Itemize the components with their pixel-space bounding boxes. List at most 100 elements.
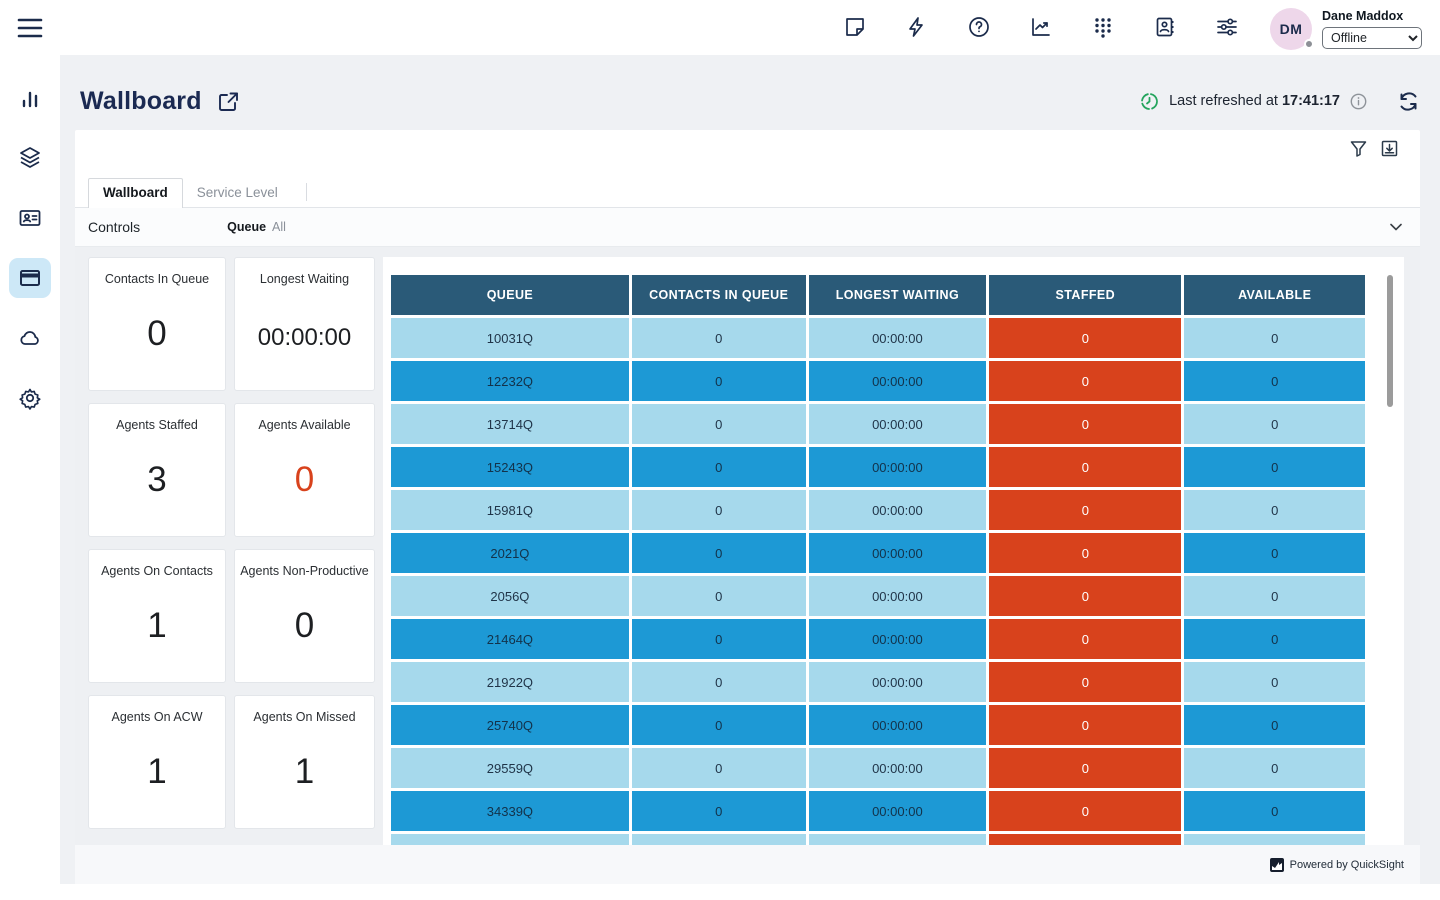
wallboard-widget: Wallboard Service Level Controls QueueAl… [75,130,1420,884]
table-body: 10031Q000:00:000012232Q000:00:000013714Q… [391,318,1365,845]
avatar[interactable]: DM [1270,8,1312,50]
cell-available: 0 [1184,619,1365,659]
metric-card: Contacts In Queue 0 [88,257,226,391]
table-row: 15243Q000:00:0000 [391,447,1365,487]
table-row: 15981Q000:00:0000 [391,490,1365,530]
user-name: Dane Maddox [1322,9,1422,23]
quicksight-credit: Powered by QuickSight [1290,859,1404,871]
cell-longest-waiting: 00:00:00 [809,576,987,616]
export-icon[interactable] [1381,140,1398,157]
cell-longest-waiting: 00:00:00 [809,318,987,358]
cell-available: 0 [1184,361,1365,401]
refresh-button[interactable] [1397,90,1420,113]
lightning-icon[interactable] [906,16,930,40]
queue-filter-value: All [272,220,286,234]
cell-staffed: 0 [989,318,1181,358]
metric-card: Agents On Missed 1 [234,695,375,829]
layers-icon [18,145,42,169]
cloud-icon [18,326,42,350]
metric-card-value: 3 [147,460,166,500]
metric-card-label: Agents Staffed [116,418,198,432]
metric-card-label: Contacts In Queue [105,272,209,286]
cell-longest-waiting: 00:00:00 [809,361,987,401]
sidebar-item-layers[interactable] [9,137,51,177]
table-row [391,834,1365,845]
cell-contacts-in-queue: 0 [632,576,806,616]
table-scrollbar-thumb[interactable] [1387,275,1393,407]
metric-card-value: 00:00:00 [258,324,351,352]
cell-longest-waiting: 00:00:00 [809,748,987,788]
cell-available: 0 [1184,791,1365,831]
cell-queue: 29559Q [391,748,629,788]
table-row: 21464Q000:00:0000 [391,619,1365,659]
cell-longest-waiting: 00:00:00 [809,705,987,745]
help-icon[interactable] [968,16,992,40]
tab-service-level[interactable]: Service Level [183,179,292,207]
cell-available: 0 [1184,576,1365,616]
timer-icon [1140,92,1159,111]
analytics-icon [18,86,42,110]
cell-queue: 10031Q [391,318,629,358]
tab-divider [306,183,307,201]
cell-queue: 13714Q [391,404,629,444]
table-row: 10031Q000:00:0000 [391,318,1365,358]
queue-table: QUEUECONTACTS IN QUEUELONGEST WAITINGSTA… [388,272,1368,845]
quicksight-logo-icon [1270,858,1284,872]
cell-queue: 2021Q [391,533,629,573]
cell-queue: 15981Q [391,490,629,530]
sidebar-item-cloud[interactable] [9,318,51,358]
cell-staffed: 0 [989,490,1181,530]
cell-queue: 25740Q [391,705,629,745]
cell-queue: 12232Q [391,361,629,401]
sliders-icon[interactable] [1216,16,1240,40]
status-select[interactable]: Offline [1322,27,1422,49]
metric-card-label: Agents Non-Productive [240,564,369,578]
sidebar-item-analytics[interactable] [9,78,51,118]
cell-staffed: 0 [989,576,1181,616]
metric-card-label: Agents Available [258,418,350,432]
cell-available: 0 [1184,404,1365,444]
filter-icon[interactable] [1350,140,1367,157]
top-bar: DM Dane Maddox Offline [0,0,1440,55]
metric-card-value: 1 [147,606,166,646]
info-icon[interactable] [1350,93,1367,110]
cell-staffed: 0 [989,533,1181,573]
cell-contacts-in-queue: 0 [632,791,806,831]
sidebar-item-contacts[interactable] [9,198,51,238]
main-content: Wallboard Last refreshed at 17:41:17 [60,55,1440,884]
metrics-icon[interactable] [1030,16,1054,40]
external-link-icon[interactable] [218,91,239,112]
metric-card: Agents On ACW 1 [88,695,226,829]
notes-icon[interactable] [844,16,868,40]
column-header: LONGEST WAITING [809,275,987,315]
menu-icon[interactable] [17,16,43,40]
metric-card: Agents Non-Productive 0 [234,549,375,683]
cell-staffed: 0 [989,361,1181,401]
directory-icon[interactable] [1154,16,1178,40]
cell-longest-waiting: 00:00:00 [809,533,987,573]
cell-queue: 34339Q [391,791,629,831]
chevron-down-icon[interactable] [1388,219,1404,235]
offline-status-dot [1304,39,1314,49]
queue-filter[interactable]: QueueAll [227,220,286,234]
cell-contacts-in-queue: 0 [632,361,806,401]
metric-card-value: 1 [295,752,314,792]
cell-contacts-in-queue: 0 [632,533,806,573]
metric-card-value: 0 [295,460,314,500]
cell-available: 0 [1184,490,1365,530]
cell-contacts-in-queue: 0 [632,447,806,487]
tab-wallboard[interactable]: Wallboard [88,178,183,208]
sidebar-item-wallboard[interactable] [9,258,51,298]
cell-contacts-in-queue: 0 [632,404,806,444]
table-row: 25740Q000:00:0000 [391,705,1365,745]
cell-queue: 21464Q [391,619,629,659]
table-row: 2056Q000:00:0000 [391,576,1365,616]
sidebar-item-settings[interactable] [9,378,51,418]
dialpad-icon[interactable] [1092,16,1116,40]
cell-longest-waiting: 00:00:00 [809,619,987,659]
metric-card-value: 0 [147,314,166,354]
table-row: 21922Q000:00:0000 [391,662,1365,702]
cell-staffed: 0 [989,404,1181,444]
metric-card-value: 1 [147,752,166,792]
metric-cards: Contacts In Queue 0 Longest Waiting 00:0… [88,257,375,845]
